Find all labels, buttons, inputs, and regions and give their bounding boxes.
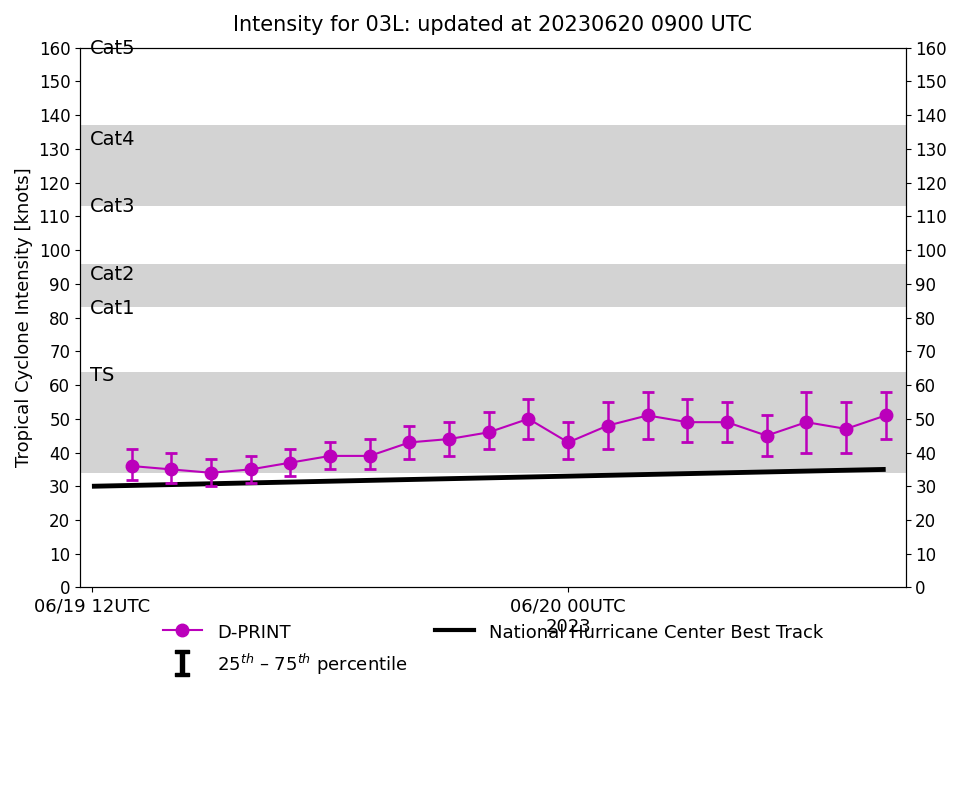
- Bar: [80, 308, 904, 371]
- Text: Cat2: Cat2: [89, 265, 136, 284]
- Bar: [80, 126, 904, 206]
- Bar: [80, 264, 904, 308]
- Text: Cat4: Cat4: [89, 130, 136, 149]
- Legend: D-PRINT, 25$^{th}$ – 75$^{th}$ percentile, National Hurricane Center Best Track: D-PRINT, 25$^{th}$ – 75$^{th}$ percentil…: [154, 612, 831, 686]
- Bar: [80, 206, 904, 264]
- Text: Cat3: Cat3: [89, 197, 136, 217]
- Text: Cat1: Cat1: [89, 298, 136, 318]
- Title: Intensity for 03L: updated at 20230620 0900 UTC: Intensity for 03L: updated at 20230620 0…: [233, 15, 752, 35]
- Text: TS: TS: [89, 366, 114, 385]
- Text: Cat5: Cat5: [89, 38, 136, 58]
- Y-axis label: Tropical Cyclone Intensity [knots]: Tropical Cyclone Intensity [knots]: [15, 168, 33, 467]
- Bar: [80, 473, 904, 587]
- Bar: [80, 371, 904, 473]
- Bar: [80, 48, 904, 126]
